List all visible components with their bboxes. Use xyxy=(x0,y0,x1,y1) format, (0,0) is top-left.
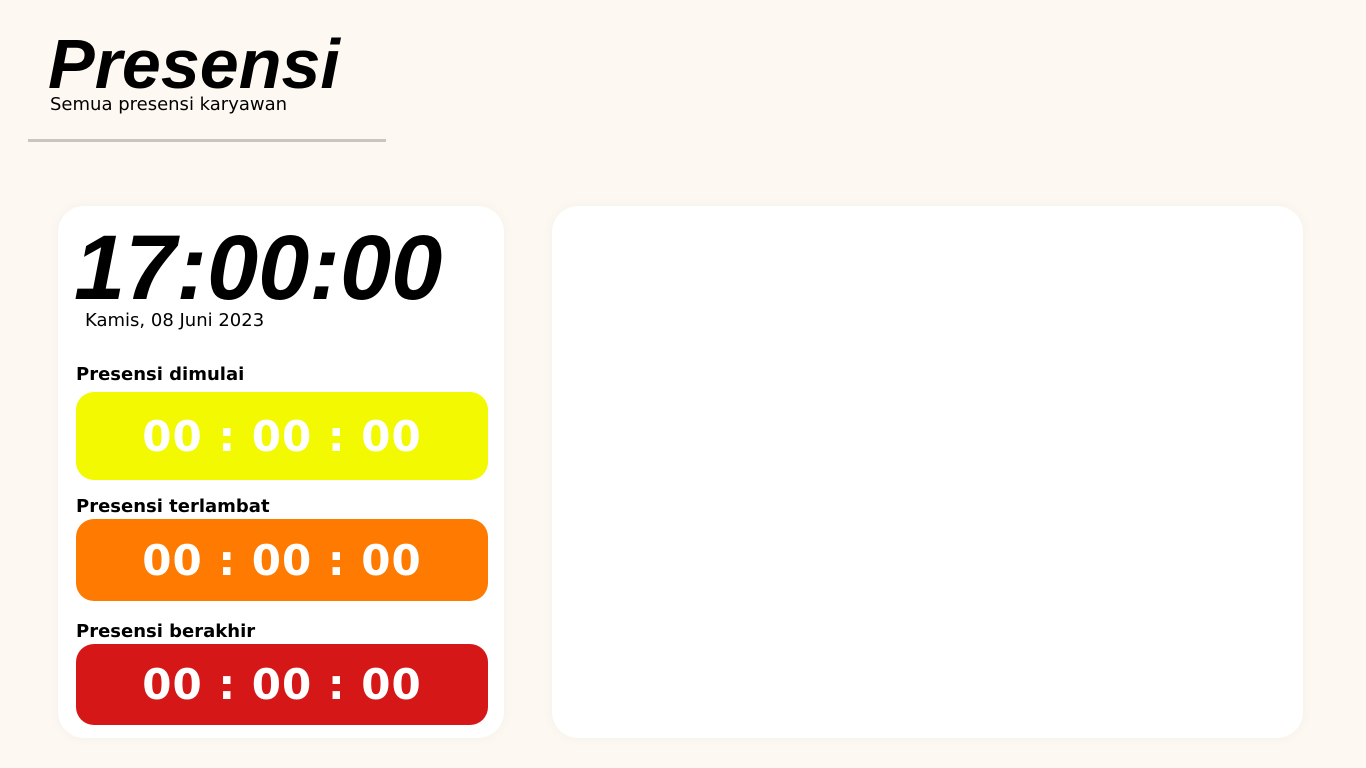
clock-card: 17:00:00 Kamis, 08 Juni 2023 Presensi di… xyxy=(58,206,504,738)
attendance-late-label: Presensi terlambat xyxy=(76,496,270,517)
attendance-start-timer: 00 : 00 : 00 xyxy=(76,392,488,480)
attendance-end-label: Presensi berakhir xyxy=(76,621,256,642)
page-subtitle: Semua presensi karyawan xyxy=(50,94,288,115)
page-header: Presensi Semua presensi karyawan xyxy=(48,25,340,115)
attendance-end-timer: 00 : 00 : 00 xyxy=(76,644,488,725)
page-title: Presensi xyxy=(48,25,340,103)
attendance-content-panel xyxy=(552,206,1303,738)
attendance-start-label: Presensi dimulai xyxy=(76,364,245,385)
current-time: 17:00:00 xyxy=(74,217,443,319)
current-date: Kamis, 08 Juni 2023 xyxy=(85,310,265,331)
attendance-late-timer: 00 : 00 : 00 xyxy=(76,519,488,601)
header-divider xyxy=(28,139,386,142)
